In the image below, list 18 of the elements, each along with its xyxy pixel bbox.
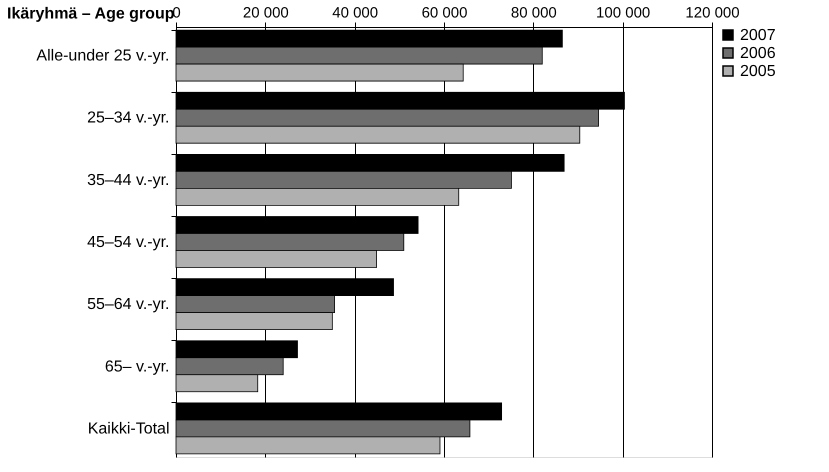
y-tick-label: Kaikki-Total: [88, 420, 170, 438]
y-tick-label: 45–54 v.-yr.: [87, 234, 170, 251]
legend-label: 2006: [740, 45, 776, 62]
x-tick-label: 20 000: [242, 4, 289, 22]
x-tick-label: 0: [172, 4, 181, 22]
y-axis-title: Ikäryhmä – Age group: [7, 6, 175, 22]
x-tick-label: 120 000: [685, 4, 740, 22]
x-tick-label: 60 000: [422, 4, 468, 22]
y-tick-label: 65– v.-yr.: [104, 358, 170, 376]
y-tick-label: Alle-under 25 v.-yr.: [36, 48, 170, 65]
x-tick-label: 40 000: [332, 4, 378, 22]
legend-label: 2005: [740, 63, 776, 80]
y-tick-label: 25–34 v.-yr.: [87, 110, 170, 127]
y-tick-label: 55–64 v.-yr.: [87, 296, 170, 314]
y-tick-label: 35–44 v.-yr.: [87, 172, 170, 189]
legend-label: 2007: [740, 27, 776, 44]
x-tick-label: 80 000: [510, 4, 557, 22]
x-tick-label: 100 000: [596, 4, 650, 22]
